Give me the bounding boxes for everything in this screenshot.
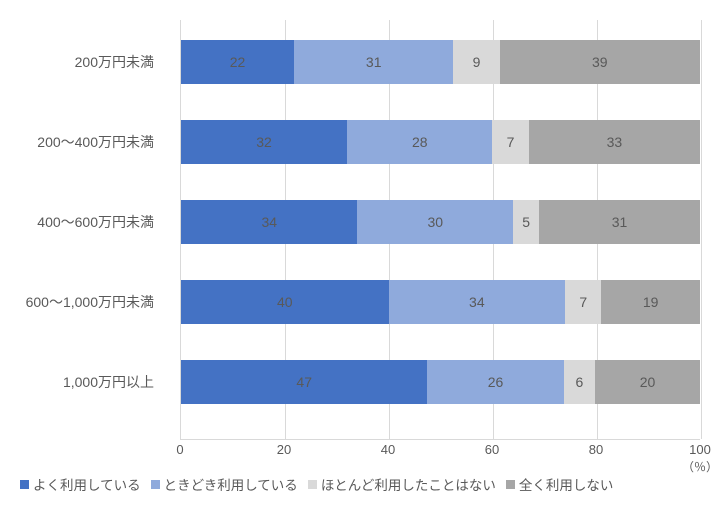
bar-segment: 31 — [294, 40, 453, 84]
legend-swatch — [308, 480, 317, 489]
legend-label: よく利用している — [33, 474, 141, 494]
bar-segment: 20 — [595, 360, 700, 404]
legend-label: ほとんど利用したことはない — [321, 474, 496, 494]
bar-segment: 40 — [181, 280, 389, 324]
bar-segment: 22 — [181, 40, 294, 84]
bar-row: 3228733 — [181, 120, 700, 164]
bar-segment: 47 — [181, 360, 427, 404]
gridline — [701, 20, 702, 439]
bar-row: 4034719 — [181, 280, 700, 324]
bar-row: 3430531 — [181, 200, 700, 244]
legend-swatch — [506, 480, 515, 489]
legend: よく利用している ときどき利用している ほとんど利用したことはない 全く利用しない — [20, 474, 613, 494]
legend-swatch — [151, 480, 160, 489]
y-category-label: 400～600万円未満 — [0, 200, 154, 244]
legend-item: 全く利用しない — [506, 474, 614, 494]
bar-segment: 32 — [181, 120, 347, 164]
bar-segment: 7 — [492, 120, 528, 164]
bar-segment: 34 — [181, 200, 357, 244]
legend-item: ほとんど利用したことはない — [308, 474, 496, 494]
x-unit-label: （％） — [682, 458, 718, 475]
legend-item: ときどき利用している — [151, 474, 298, 494]
bar-segment: 30 — [357, 200, 513, 244]
x-tick-label: 100 — [689, 442, 711, 457]
bar-segment: 26 — [427, 360, 563, 404]
bar-segment: 19 — [601, 280, 700, 324]
y-category-label: 1,000万円以上 — [0, 360, 154, 404]
bar-segment: 31 — [539, 200, 700, 244]
y-category-label: 200万円未満 — [0, 40, 154, 84]
bar-segment: 6 — [564, 360, 595, 404]
bar-segment: 7 — [565, 280, 601, 324]
bar-segment: 33 — [529, 120, 700, 164]
bar-segment: 5 — [513, 200, 539, 244]
legend-label: ときどき利用している — [164, 474, 298, 494]
legend-item: よく利用している — [20, 474, 141, 494]
bar-segment: 28 — [347, 120, 492, 164]
bar-segment: 9 — [453, 40, 499, 84]
bar-row: 4726620 — [181, 360, 700, 404]
x-tick-label: 80 — [589, 442, 603, 457]
bar-row: 2231939 — [181, 40, 700, 84]
chart-container: 22319393228733343053140347194726620 よく利用… — [10, 10, 710, 500]
y-category-label: 600～1,000万円未満 — [0, 280, 154, 324]
x-tick-label: 20 — [277, 442, 291, 457]
bar-segment: 39 — [500, 40, 700, 84]
legend-swatch — [20, 480, 29, 489]
y-category-label: 200～400万円未満 — [0, 120, 154, 164]
x-tick-label: 60 — [485, 442, 499, 457]
x-tick-label: 0 — [176, 442, 183, 457]
legend-label: 全く利用しない — [519, 474, 614, 494]
bar-segment: 34 — [389, 280, 565, 324]
plot-area: 22319393228733343053140347194726620 — [180, 20, 700, 440]
x-tick-label: 40 — [381, 442, 395, 457]
